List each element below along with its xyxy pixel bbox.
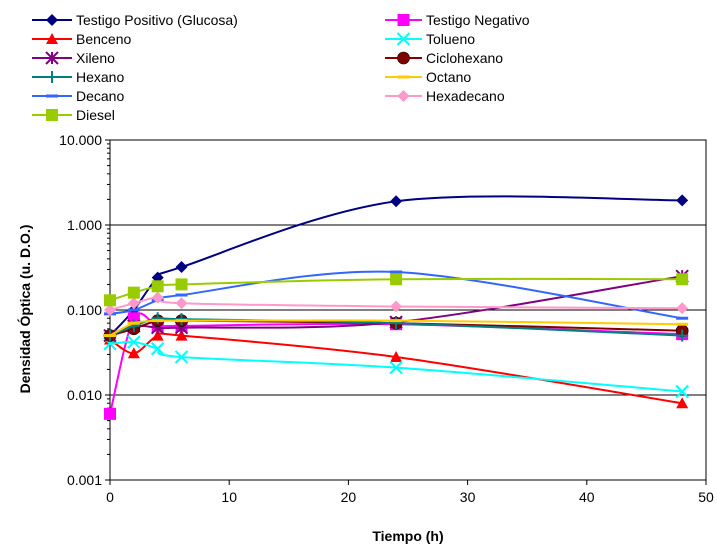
data-point [390,300,403,313]
legend-label: Octano [426,69,471,85]
x-tick-label: 50 [698,489,714,505]
legend-marker [397,14,410,26]
legend-item: Hexadecano [385,88,505,104]
data-point [104,304,116,316]
data-point [390,350,403,362]
data-point [390,273,403,286]
legend-marker [397,90,410,102]
legend-layer: Testigo Positivo (Glucosa) Testigo Negati… [32,12,530,123]
legend-item: Tolueno [385,31,475,47]
legend-label: Diesel [76,107,115,123]
data-point [151,291,164,304]
legend-marker [396,32,411,46]
data-point [127,286,140,299]
data-point [174,350,189,364]
data-point [390,319,403,323]
legend-marker [46,94,58,98]
series-9 [104,291,689,316]
data-point [175,278,188,291]
y-tick-label: 0.010 [67,387,102,403]
data-point [676,316,689,320]
legend-marker [46,109,58,121]
data-point [104,407,116,420]
data-point [676,397,689,409]
series-layer [103,194,689,420]
legend-item: Diesel [32,107,115,123]
legend-label: Hexadecano [426,88,505,104]
legend-label: Testigo Negativo [426,12,530,28]
legend-item: Benceno [32,31,131,47]
legend-item: Ciclohexano [385,50,503,66]
data-point [127,321,140,325]
data-point [676,302,689,315]
x-tick-label: 10 [221,489,237,505]
data-point [676,194,689,207]
data-point [104,334,116,338]
x-axis-title: Tiempo (h) [372,528,443,544]
data-point [175,297,188,310]
legend-item: Xileno [32,50,115,66]
data-point [127,335,141,349]
data-point [175,293,188,297]
data-point [150,342,165,356]
y-tick-label: 0.001 [67,472,102,488]
data-point [390,270,403,274]
legend-item: Decano [32,88,124,104]
legend-item: Testigo Negativo [385,12,530,28]
data-point [175,319,188,323]
legend-label: Benceno [76,31,131,47]
legend-marker [46,14,58,26]
data-point [151,280,164,293]
data-point [175,329,188,341]
series-3 [103,335,689,399]
legend-item: Hexano [32,69,124,85]
legend-label: Xileno [76,50,115,66]
data-point [151,319,164,323]
data-point [127,308,140,312]
y-tick-label: 0.100 [67,302,102,318]
legend-marker [397,75,410,79]
series-7 [104,319,689,338]
legend-label: Tolueno [426,31,475,47]
legend-marker [45,51,59,65]
series-10 [104,273,689,307]
x-tick-label: 30 [460,489,476,505]
grid-layer [109,139,707,481]
x-tick-label: 20 [341,489,357,505]
y-tick-label: 10.000 [59,132,102,148]
data-point [127,312,140,325]
data-point [675,384,689,399]
data-point [389,360,403,375]
legend-marker [397,51,410,65]
legend-label: Hexano [76,69,124,85]
legend-item: Testigo Positivo (Glucosa) [32,12,238,28]
legend-marker [46,71,58,83]
x-tick-label: 40 [579,489,595,505]
legend-label: Decano [76,88,124,104]
series-6 [104,312,689,342]
data-point [104,294,116,307]
data-point [676,329,689,342]
legend-label: Testigo Positivo (Glucosa) [76,12,238,28]
axis-layer: 0.001 0.010 0.100 1.000 10.000 0 10 20 30 40 50 [59,132,714,505]
data-point [127,347,140,359]
data-point [676,273,689,286]
data-point [151,312,164,325]
legend-label: Ciclohexano [426,50,503,66]
data-point [390,195,403,208]
legend-item: Octano [385,69,471,85]
x-tick-label: 0 [106,489,114,505]
data-point [175,261,188,274]
legend-marker [46,33,58,44]
data-point [151,329,164,341]
data-point [127,297,140,310]
y-tick-label: 1.000 [67,217,102,233]
y-axis-title: Densidad Óptica (u. D.O.) [16,225,33,394]
data-point [676,322,689,326]
